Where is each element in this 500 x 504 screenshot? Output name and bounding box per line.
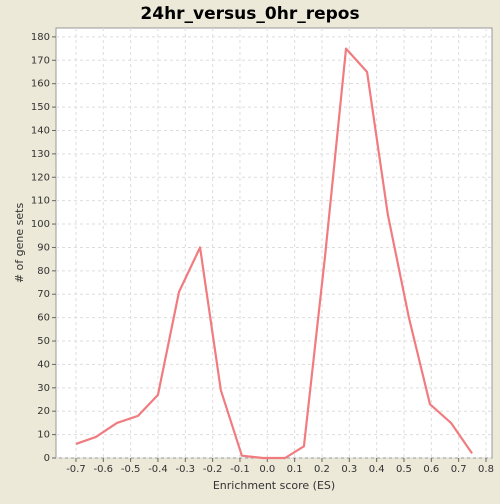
y-tick-label: 50 [37, 336, 50, 347]
y-tick-label: 110 [31, 196, 50, 207]
y-tick-label: 120 [31, 172, 50, 183]
x-tick-label: 0.0 [259, 464, 275, 475]
x-tick-label: 0.1 [287, 464, 303, 475]
y-tick-label: 100 [31, 219, 50, 230]
x-tick-label: 0.3 [341, 464, 357, 475]
y-tick-label: 30 [37, 383, 50, 394]
y-tick-label: 180 [31, 32, 50, 43]
y-tick-label: 60 [37, 313, 50, 324]
y-tick-label: 0 [44, 453, 50, 464]
y-tick-label: 40 [37, 359, 50, 370]
y-tick-label: 90 [37, 242, 50, 253]
y-tick-label: 170 [31, 55, 50, 66]
x-tick-label: -0.5 [121, 464, 141, 475]
y-tick-label: 70 [37, 289, 50, 300]
x-tick-label: -0.7 [66, 464, 86, 475]
x-tick-label: -0.3 [176, 464, 196, 475]
y-tick-label: 10 [37, 430, 50, 441]
x-tick-label: 0.5 [396, 464, 412, 475]
y-tick-label: 150 [31, 102, 50, 113]
x-tick-label: -0.2 [203, 464, 223, 475]
x-tick-label: -0.4 [148, 464, 168, 475]
line [75, 47, 473, 460]
y-tick-label: 80 [37, 266, 50, 277]
x-tick-label: -0.1 [230, 464, 250, 475]
x-axis-label: Enrichment score (ES) [213, 479, 335, 492]
y-tick-label: 140 [31, 125, 50, 136]
y-axis-label: # of gene sets [13, 203, 26, 284]
x-tick-label: 0.2 [314, 464, 330, 475]
y-tick-label: 160 [31, 79, 50, 90]
plot-area [55, 27, 493, 459]
y-tick-label: 20 [37, 406, 50, 417]
x-tick-label: 0.7 [451, 464, 467, 475]
x-tick-label: -0.6 [94, 464, 114, 475]
x-tick-label: 0.6 [423, 464, 439, 475]
y-tick-label: 130 [31, 149, 50, 160]
x-tick-label: 0.8 [478, 464, 494, 475]
chart-title: 24hr_versus_0hr_repos [140, 4, 359, 24]
x-tick-label: 0.4 [369, 464, 385, 475]
